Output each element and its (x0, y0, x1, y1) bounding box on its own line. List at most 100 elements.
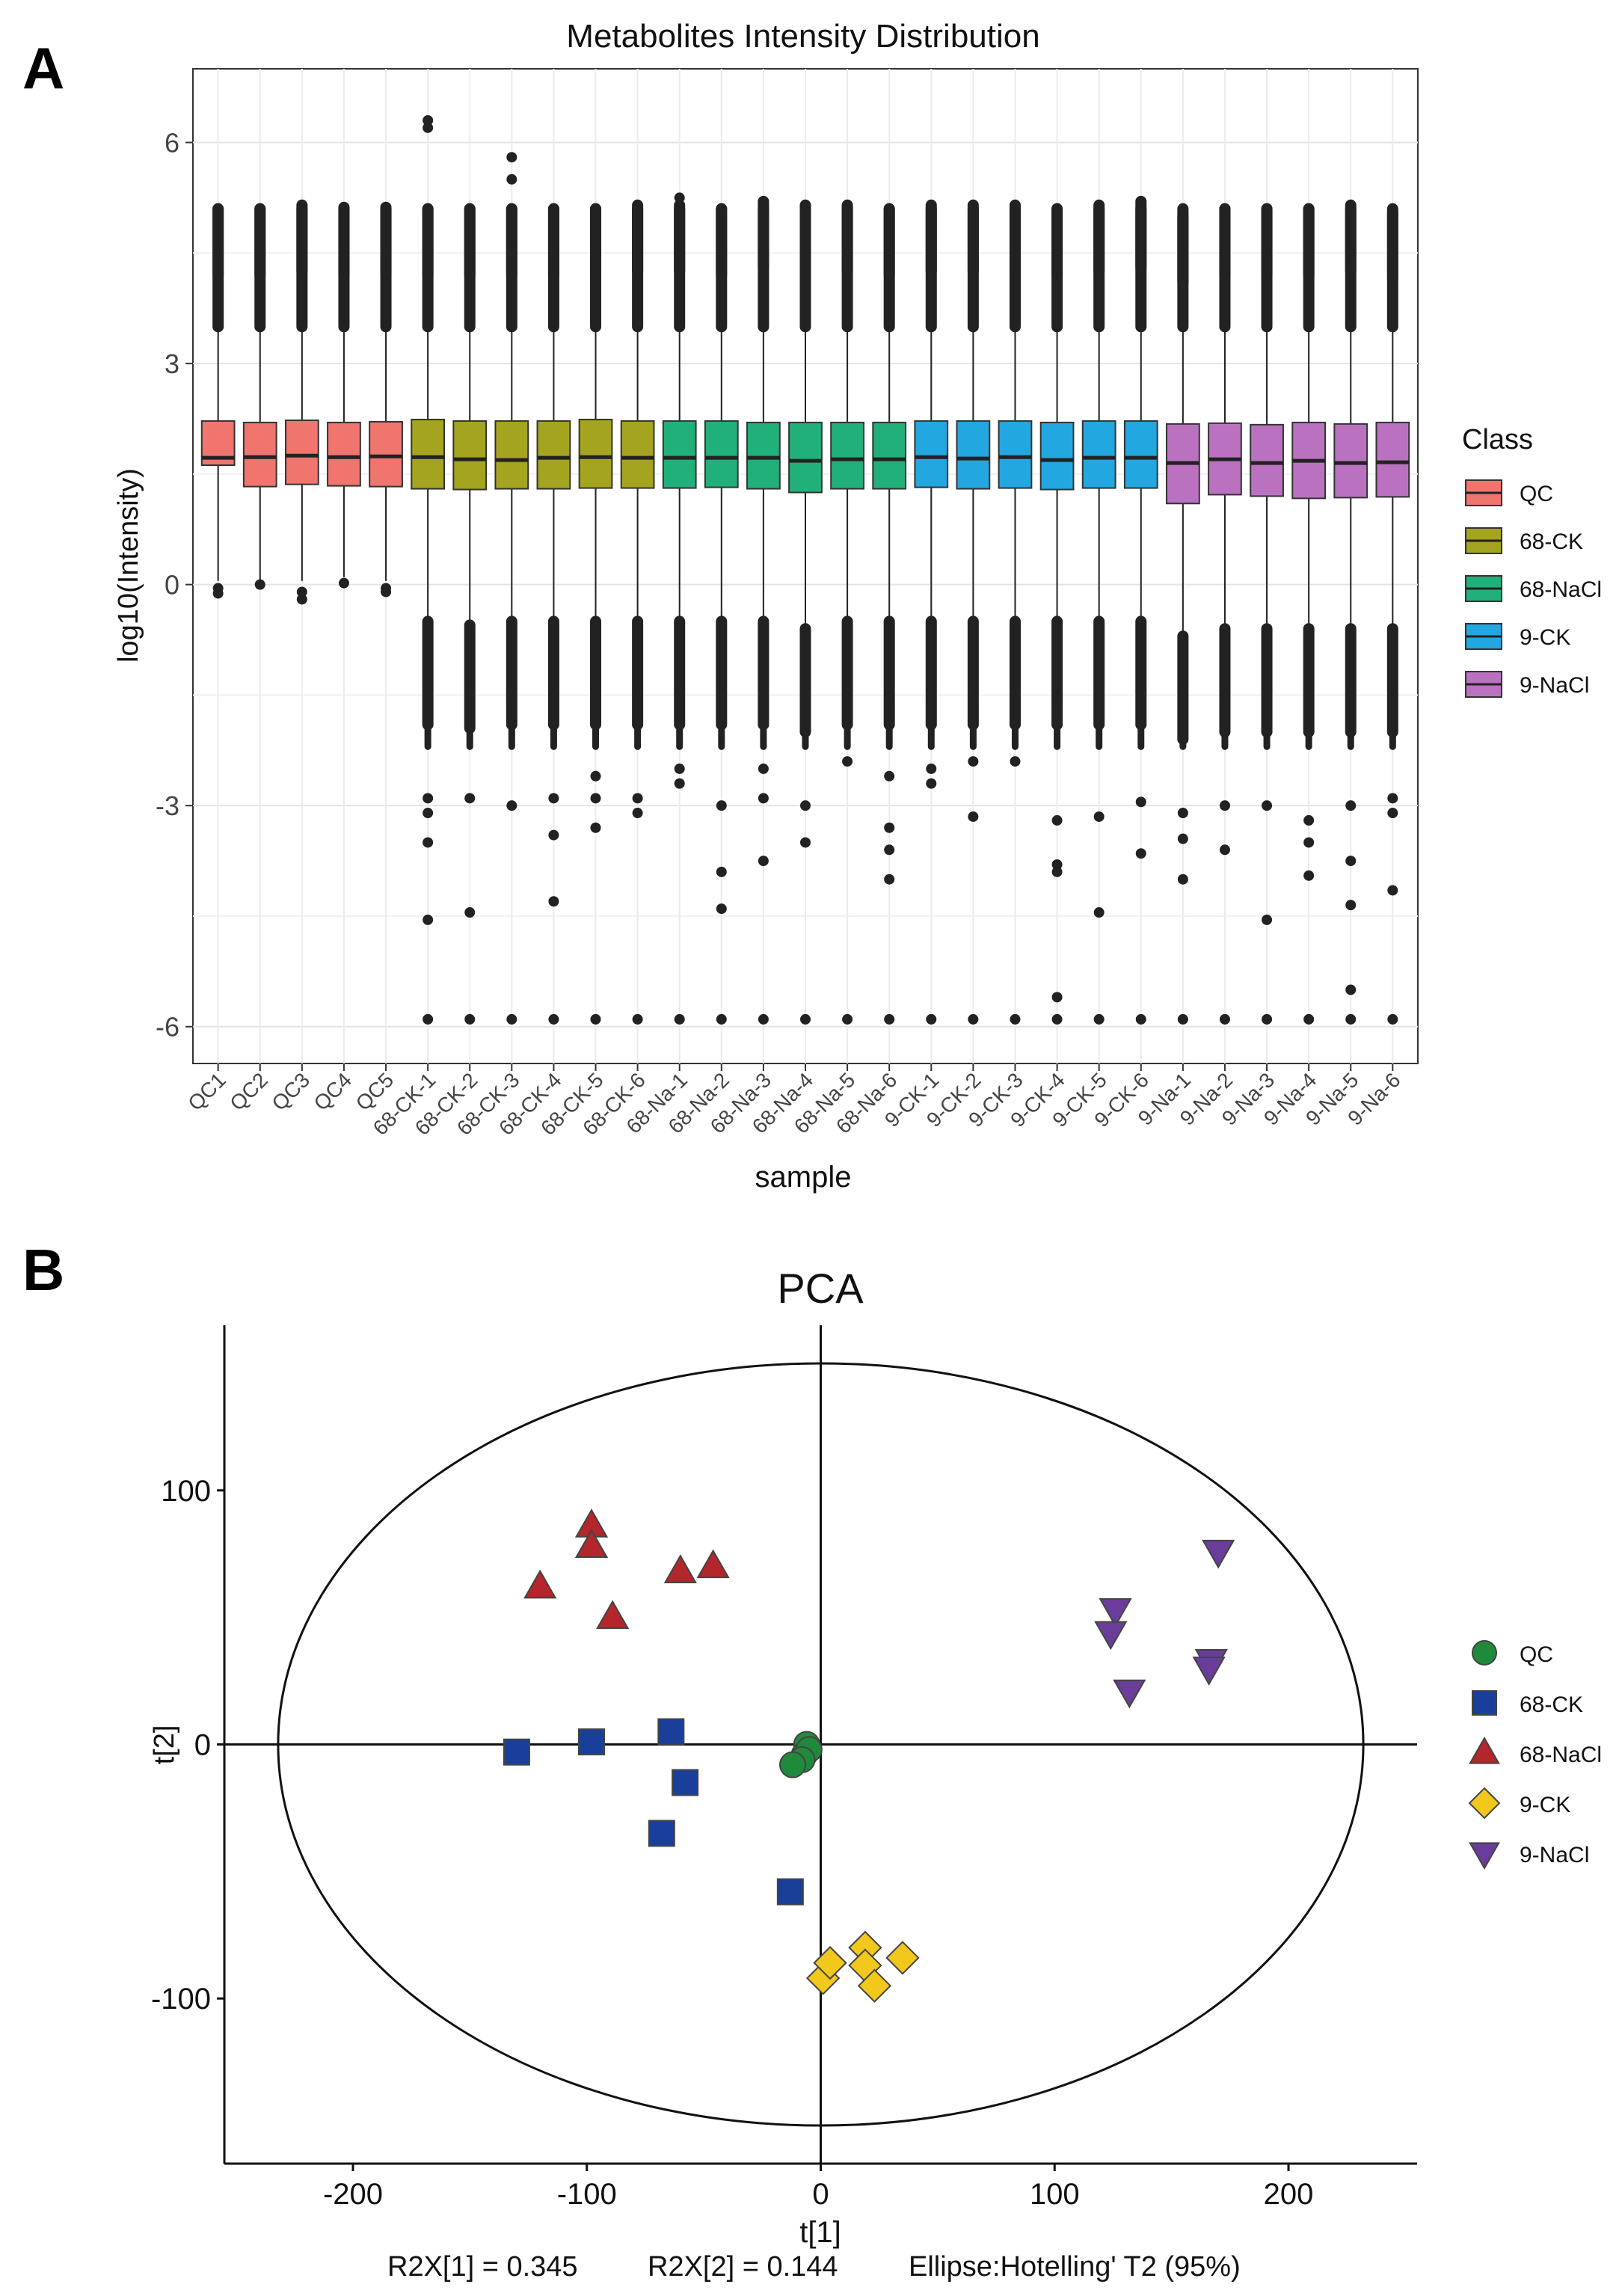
pca-y-tick-label: -100 (151, 1983, 211, 2016)
outlier-point (506, 800, 517, 811)
outlier-point (212, 588, 224, 599)
pca-title: PCA (777, 1265, 864, 1312)
outlier-point (1177, 874, 1188, 885)
outlier-point (800, 800, 811, 811)
outlier-point (1093, 1013, 1105, 1025)
pca-legend-label: 68-NaCl (1520, 1743, 1602, 1767)
outlier-point (1177, 808, 1188, 819)
pca-hotelling-ellipse (277, 1362, 1365, 2127)
box-68-Na-3 (746, 195, 781, 1025)
outlier-point (548, 896, 559, 907)
box-body (914, 420, 949, 488)
box-body (998, 420, 1033, 489)
outlier-point (423, 1013, 434, 1025)
pca-legend-item-QC: QC (1472, 1640, 1553, 1667)
y-tick-label: 6 (165, 128, 179, 159)
box-9-Na-4 (1291, 203, 1327, 1025)
outlier-point (716, 800, 727, 811)
outlier-point (1345, 984, 1357, 995)
pca-x-axis-label: t[1] (799, 2216, 841, 2249)
point-68-CK (648, 1820, 675, 1847)
outlier-point (968, 811, 979, 822)
pca-legend-marker (1472, 1690, 1497, 1716)
point-68-CK (672, 1769, 699, 1796)
outlier-point (926, 778, 937, 789)
outlier-point (926, 763, 937, 774)
outlier-point (1219, 800, 1230, 811)
legend-label: 68-CK (1520, 530, 1583, 554)
legend-label: 9-NaCl (1520, 673, 1589, 698)
outlier-point (884, 1013, 895, 1025)
box-68-CK-4 (536, 203, 571, 1025)
boxplot-panel: Metabolites Intensity Distribution -6 -3 0… (113, 18, 1602, 1194)
point-68-NaCl (596, 1600, 630, 1630)
outlier-point (506, 152, 517, 163)
pca-x-tick-label: -200 (323, 2178, 383, 2211)
outlier-point (1345, 900, 1357, 911)
outlier-point (464, 1013, 476, 1025)
outlier-point (758, 793, 769, 804)
outlier-point (548, 829, 559, 841)
outlier-point (590, 770, 601, 782)
boxplot-x-axis-label: sample (755, 1161, 852, 1194)
pca-points (503, 1508, 1235, 2003)
outlier-point (1303, 1013, 1315, 1025)
legend-label: 68-NaCl (1520, 577, 1602, 602)
box-QC2 (242, 203, 277, 590)
outlier-point (506, 1013, 517, 1025)
pca-x-tick-label: -100 (557, 2178, 617, 2211)
outlier-point (842, 756, 853, 767)
box-body (746, 421, 781, 490)
outlier-point (1387, 885, 1398, 896)
box-body (369, 420, 403, 488)
outlier-point (1345, 856, 1357, 867)
outlier-point (758, 763, 769, 774)
box-body (662, 420, 697, 489)
outlier-point (884, 770, 895, 782)
x-tick-label: QC4 (310, 1068, 357, 1115)
box-body (788, 421, 823, 494)
pca-legend-label: QC (1520, 1642, 1553, 1667)
outlier-point (884, 874, 895, 885)
point-68-NaCl (663, 1554, 697, 1583)
outlier-point (338, 577, 349, 589)
outlier-point (632, 808, 643, 819)
outlier-point (758, 856, 769, 867)
outlier-point (464, 793, 476, 804)
point-68-CK (776, 1878, 804, 1906)
box-68-CK-3 (494, 152, 529, 1025)
outlier-point (674, 192, 685, 203)
outlier-point (296, 586, 307, 598)
outlier-point (884, 844, 895, 856)
box-9-Na-2 (1208, 203, 1242, 1025)
series-9-NaCl (1094, 1539, 1235, 1709)
outlier-point (1387, 1013, 1398, 1025)
outlier-point (1051, 866, 1063, 877)
point-9-NaCl (1099, 1598, 1132, 1627)
point-9-NaCl (1094, 1621, 1128, 1651)
pca-legend-marker (1468, 1787, 1501, 1820)
outlier-point (884, 822, 895, 833)
point-9-NaCl (1202, 1539, 1235, 1569)
outlier-point (1135, 848, 1146, 859)
pca-panel: PCA -200 -100 0 100 200 -100 0 100 t[2] t[1] R2… (149, 1265, 1602, 2283)
outlier-point (1303, 837, 1315, 848)
point-9-CK (885, 1941, 920, 1975)
outlier-point (590, 822, 601, 833)
box-body (242, 421, 277, 488)
box-body (1375, 421, 1410, 498)
outlier-point (423, 837, 434, 848)
boxplot-legend: Class QC 68-CK 68-NaCl 9-CK 9-NaCl (1462, 424, 1602, 698)
pca-legend-item-9-CK: 9-CK (1468, 1787, 1570, 1820)
outlier-point (1262, 1013, 1273, 1025)
pca-r2x2: R2X[2] = 0.144 (648, 2251, 838, 2283)
pca-legend-label: 68-CK (1520, 1692, 1583, 1717)
outlier-point (632, 1013, 643, 1025)
box-68-Na-4 (788, 199, 823, 1025)
point-68-CK (657, 1718, 685, 1746)
outlier-point (968, 1013, 979, 1025)
outlier-point (1010, 1013, 1021, 1025)
series-QC (778, 1731, 823, 1778)
outlier-point (800, 1013, 811, 1025)
legend-item-9-NaCl: 9-NaCl (1465, 671, 1589, 698)
